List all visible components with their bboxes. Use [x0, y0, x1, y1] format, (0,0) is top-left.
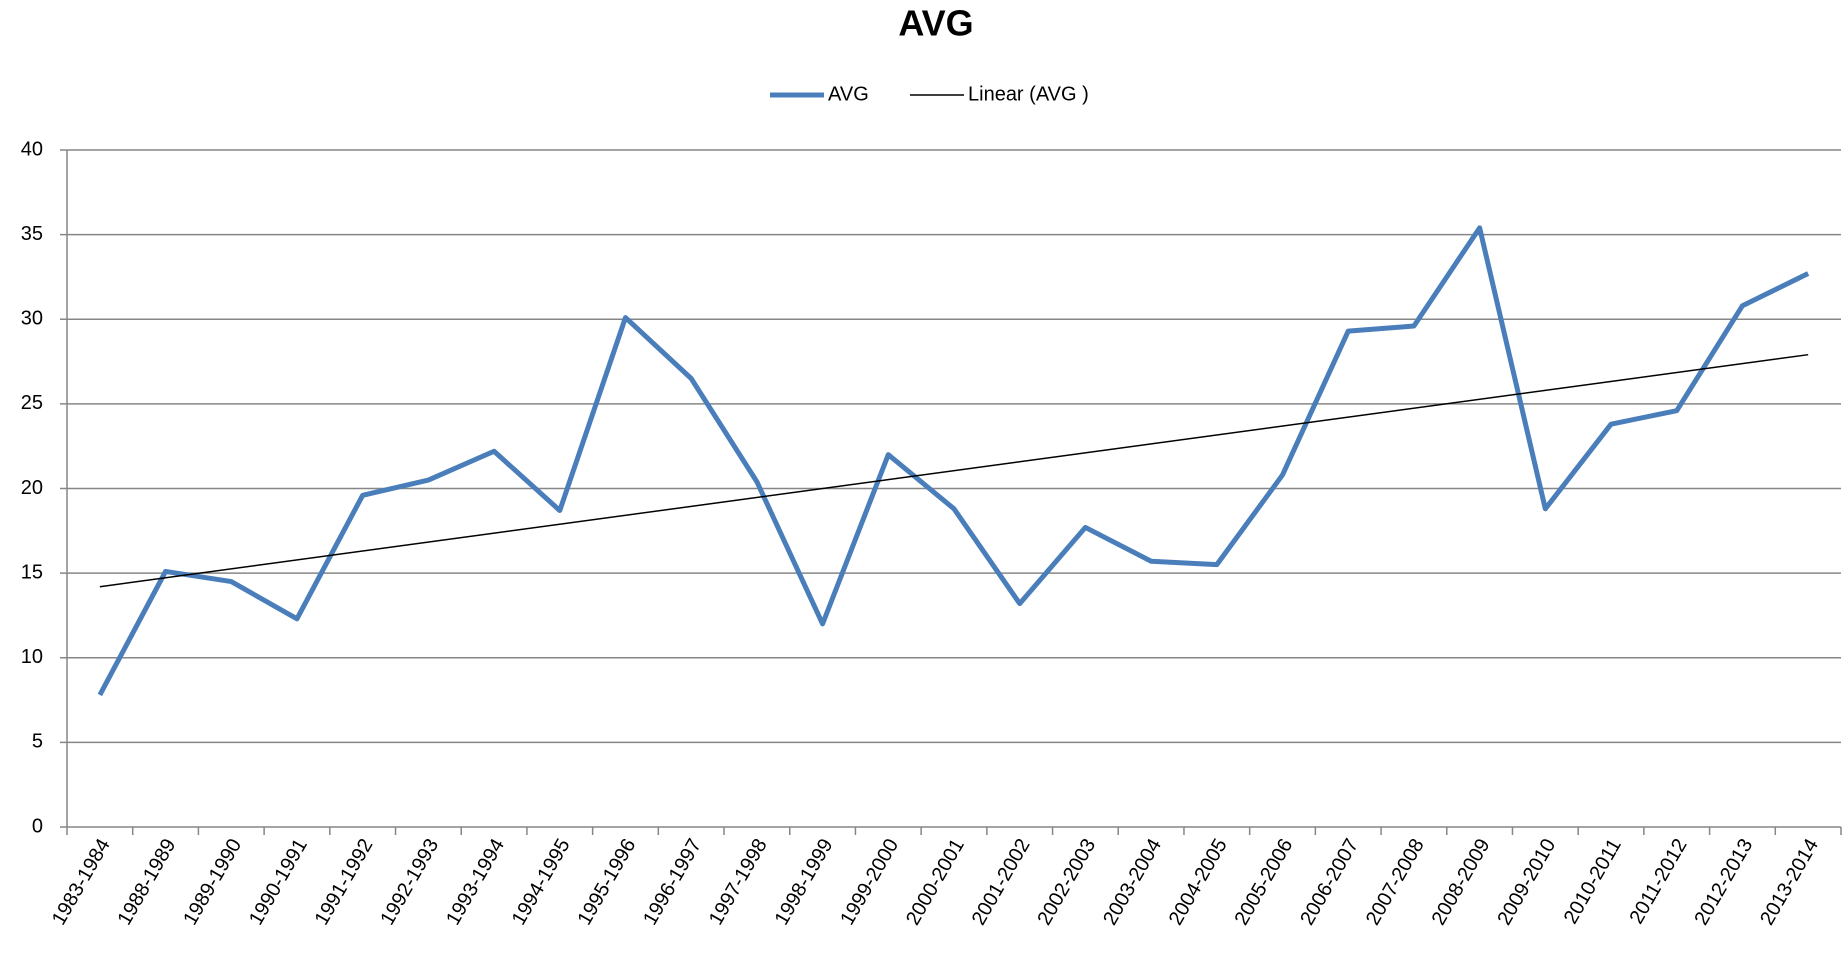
y-tick-label: 10 [21, 646, 43, 668]
y-tick-label: 0 [32, 815, 43, 837]
y-tick-label: 40 [21, 138, 43, 160]
x-tick-label: 2000-2001 [902, 835, 969, 929]
x-tick-label: 2013-2014 [1756, 835, 1823, 929]
x-tick-label: 2004-2005 [1165, 835, 1232, 929]
x-tick-label: 1999-2000 [836, 835, 903, 929]
x-tick-label: 1993-1994 [442, 835, 509, 929]
x-tick-label: 1992-1993 [376, 835, 443, 929]
x-tick-label: 2012-2013 [1690, 835, 1757, 929]
trendline [99, 353, 1809, 588]
y-tick-label: 15 [21, 561, 43, 583]
legend-label: Linear (AVG ) [968, 83, 1089, 105]
x-tick-label: 1996-1997 [639, 835, 706, 929]
y-tick-label: 20 [21, 477, 43, 499]
y-tick-label: 25 [21, 392, 43, 414]
x-tick-label: 1997-1998 [705, 835, 772, 929]
legend-label: AVG [828, 83, 869, 105]
x-tick-label: 1991-1992 [311, 835, 378, 929]
x-tick-label: 1998-1999 [771, 835, 838, 929]
x-tick-label: 1994-1995 [508, 835, 575, 929]
y-tick-label: 35 [21, 223, 43, 245]
x-tick-label: 2007-2008 [1362, 835, 1429, 929]
y-tick-label: 5 [32, 731, 43, 753]
data-line [97, 225, 1810, 697]
x-tick-label: 2003-2004 [1099, 835, 1166, 929]
x-tick-label: 2008-2009 [1428, 835, 1495, 929]
x-tick-label: 2006-2007 [1296, 835, 1363, 929]
x-tick-label: 1988-1989 [114, 835, 181, 929]
x-tick-label: 2009-2010 [1493, 835, 1560, 929]
chart-title: AVG [898, 3, 973, 44]
y-tick-label: 30 [21, 308, 43, 330]
x-tick-label: 1990-1991 [245, 835, 312, 929]
x-tick-label: 2010-2011 [1560, 835, 1626, 928]
x-tick-label: 2005-2006 [1231, 835, 1298, 929]
x-tick-label: 2001-2002 [968, 835, 1035, 929]
x-tick-label: 1989-1990 [179, 835, 246, 929]
x-tick-label: 1995-1996 [574, 835, 641, 929]
x-tick-label: 2002-2003 [1033, 835, 1100, 929]
x-tick-label: 1983-1984 [48, 835, 115, 929]
x-tick-label: 2011-2012 [1626, 835, 1692, 928]
